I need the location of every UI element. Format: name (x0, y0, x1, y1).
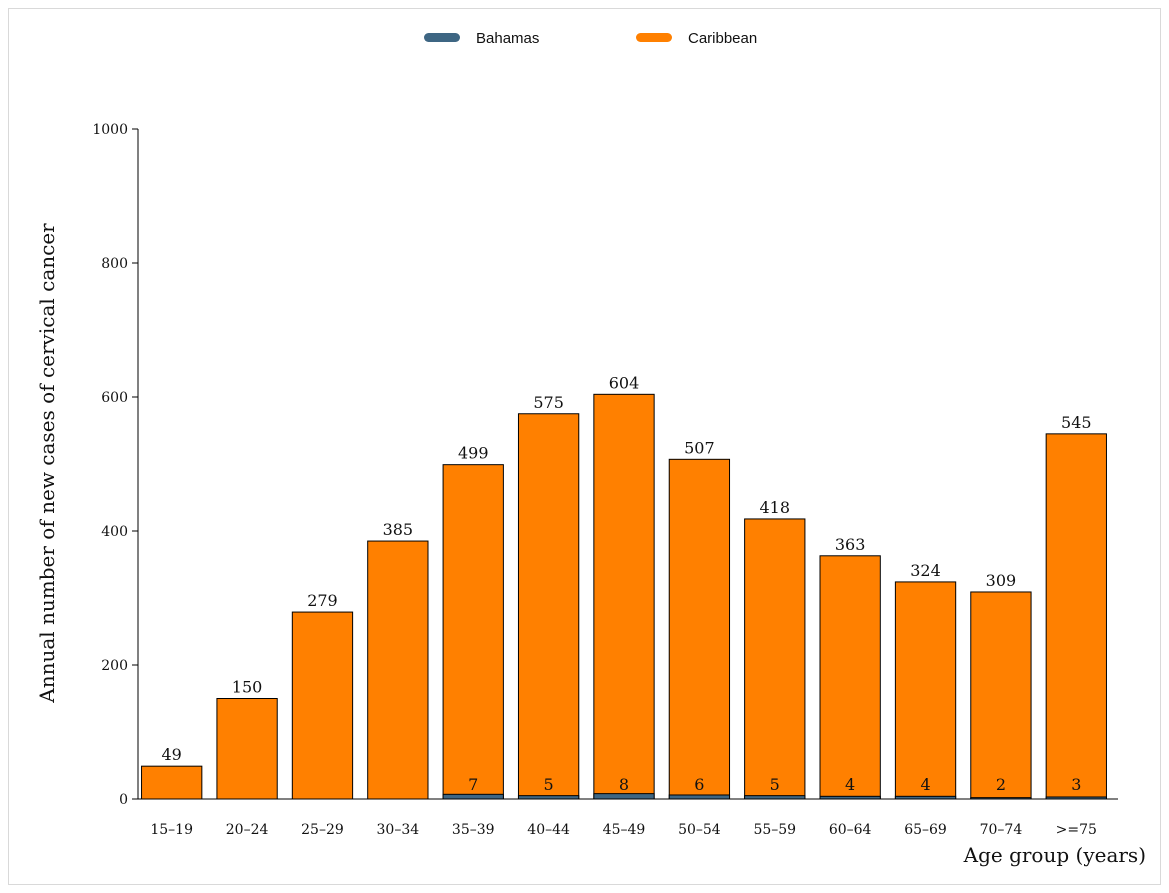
y-tick-label-1: 200 (101, 658, 128, 674)
bar-caribbean-7 (668, 458, 731, 800)
x-tick-label-4: 35–39 (452, 822, 495, 838)
x-tick-label-2: 25–29 (301, 822, 344, 838)
y-axis-title: Annual number of new cases of cervical c… (35, 223, 59, 704)
data-label-bahamas-9: 4 (845, 775, 855, 794)
data-label-bahamas-8: 5 (770, 775, 780, 794)
y-tick-label-2: 400 (101, 524, 128, 540)
x-tick-label-1: 20–24 (226, 822, 269, 838)
bar-caribbean-10 (894, 581, 957, 800)
bar-bahamas-8 (744, 795, 806, 800)
bar-caribbean-6 (593, 393, 655, 800)
data-label-bahamas-6: 8 (619, 775, 629, 794)
y-tick-label-5: 1000 (92, 122, 128, 138)
data-label-caribbean-8: 418 (759, 498, 790, 517)
bar-caribbean-5 (517, 413, 580, 800)
data-label-caribbean-12: 545 (1061, 413, 1092, 432)
bar-caribbean-12 (1045, 433, 1107, 800)
legend-label-bahamas: Bahamas (476, 30, 539, 47)
y-tick-label-4: 800 (101, 256, 128, 272)
data-label-bahamas-5: 5 (544, 775, 554, 794)
x-tick-label-0: 15–19 (150, 822, 193, 838)
bar-caribbean-11 (970, 591, 1032, 800)
x-tick-label-6: 45–49 (603, 822, 646, 838)
data-label-caribbean-4: 499 (458, 444, 489, 463)
x-tick-label-3: 30–34 (377, 822, 420, 838)
data-label-caribbean-5: 575 (533, 393, 564, 412)
x-tick-label-9: 60–64 (829, 822, 872, 838)
data-label-caribbean-3: 385 (383, 520, 414, 539)
data-label-bahamas-7: 6 (694, 775, 704, 794)
data-label-caribbean-11: 309 (986, 571, 1017, 590)
chart-frame (8, 8, 1161, 885)
legend: Bahamas Caribbean (424, 30, 757, 47)
x-tick-label-8: 55–59 (753, 822, 796, 838)
data-label-caribbean-10: 324 (910, 561, 941, 580)
y-tick-label-0: 0 (119, 792, 128, 808)
bar-caribbean-4 (442, 464, 504, 800)
bar-caribbean-2 (291, 611, 354, 800)
bar-bahamas-5 (517, 795, 580, 800)
x-tick-label-5: 40–44 (527, 822, 570, 838)
legend-label-caribbean: Caribbean (688, 30, 757, 47)
data-label-caribbean-1: 150 (232, 678, 263, 697)
bar-bahamas-7 (668, 794, 731, 800)
y-tick-label-3: 600 (101, 390, 128, 406)
data-label-caribbean-0: 49 (162, 745, 182, 764)
data-label-caribbean-7: 507 (684, 438, 715, 457)
data-label-bahamas-12: 3 (1071, 775, 1081, 794)
legend-swatch-bahamas (424, 33, 460, 42)
bar-bahamas-6 (593, 793, 655, 800)
data-label-bahamas-4: 7 (468, 775, 478, 794)
bar-bahamas-4 (442, 793, 504, 800)
x-tick-label-7: 50–54 (678, 822, 721, 838)
bar-caribbean-8 (744, 518, 806, 800)
x-tick-label-11: 70–74 (980, 822, 1023, 838)
x-axis-title: Age group (years) (963, 843, 1146, 867)
data-label-caribbean-9: 363 (835, 535, 866, 554)
bar-caribbean-9 (819, 555, 881, 800)
data-label-caribbean-6: 604 (609, 373, 640, 392)
bar-caribbean-0 (141, 765, 203, 800)
caribbean-bars (141, 393, 1107, 800)
data-label-caribbean-2: 279 (307, 591, 338, 610)
data-labels: 49 150 279 385 499 7 575 5 604 8 507 6 418 5 363 4 324 4 3… (162, 373, 1092, 794)
y-axis: 0 200 400 600 800 1000 (92, 122, 139, 808)
x-tick-label-10: 65–69 (904, 822, 947, 838)
x-tick-label-12: >=75 (1056, 822, 1097, 838)
bar-caribbean-1 (216, 698, 278, 800)
bar-caribbean-3 (367, 540, 429, 800)
data-label-bahamas-10: 4 (920, 775, 930, 794)
x-axis: 15–19 20–24 25–29 30–34 35–39 40–44 45–49 50–54… (138, 798, 1118, 838)
legend-swatch-caribbean (636, 33, 672, 42)
data-label-bahamas-11: 2 (996, 775, 1006, 794)
